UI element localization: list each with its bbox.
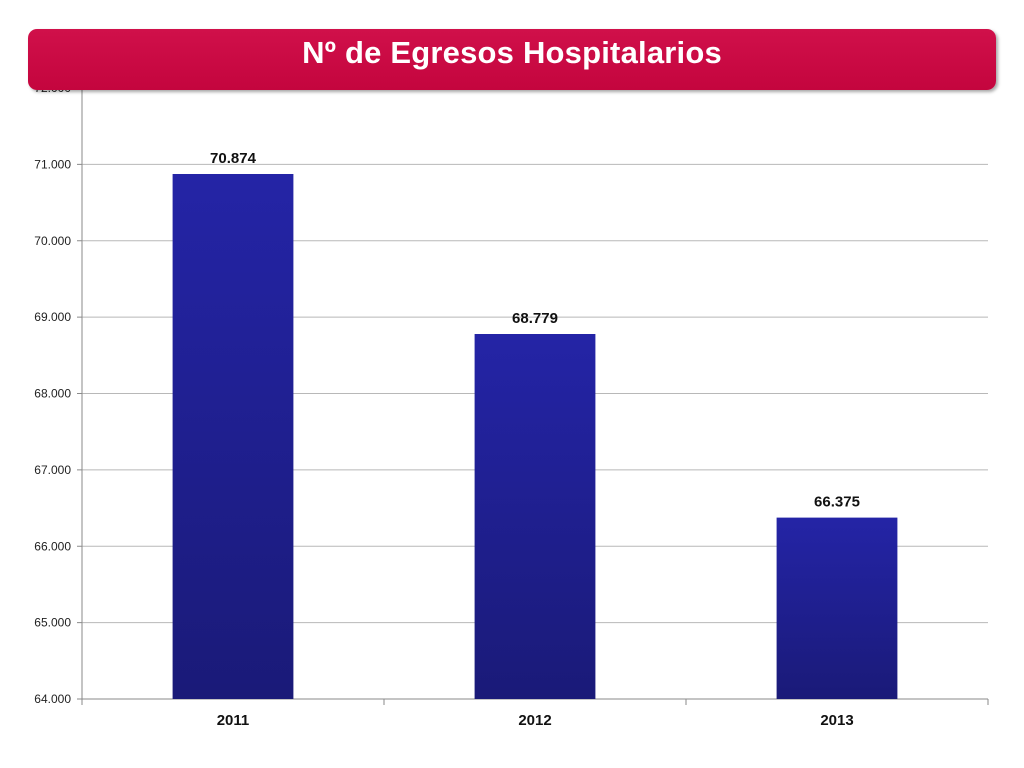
bar-2013 <box>776 517 898 699</box>
y-tick-label: 71.000 <box>34 157 71 171</box>
data-label-2013: 66.375 <box>814 494 860 511</box>
category-label-2011: 2011 <box>217 712 250 729</box>
chart-title: Nº de Egresos Hospitalarios <box>302 34 722 70</box>
bar-2012 <box>474 334 596 699</box>
data-label-2011: 70.874 <box>210 150 257 167</box>
data-label-2012: 68.779 <box>512 310 558 327</box>
x-axis-category-labels: 2011 2012 2013 <box>217 712 854 729</box>
title-banner: Nº de Egresos Hospitalarios <box>28 29 996 90</box>
y-tick-label: 67.000 <box>34 463 71 477</box>
bar-2011 <box>172 173 294 700</box>
y-tick-label: 68.000 <box>34 387 71 401</box>
y-tick-label: 66.000 <box>34 539 71 553</box>
y-tick-label: 69.000 <box>34 310 71 324</box>
data-labels: 70.874 68.779 66.375 <box>210 150 860 511</box>
category-label-2013: 2013 <box>820 712 853 729</box>
category-label-2012: 2012 <box>518 712 551 729</box>
y-tick-label: 65.000 <box>34 616 71 630</box>
y-tick-label: 70.000 <box>34 234 71 248</box>
bars <box>172 173 898 700</box>
y-axis-tick-labels: 64.000 65.000 66.000 67.000 68.000 69.000 70.0… <box>34 81 71 706</box>
y-tick-label: 64.000 <box>34 692 71 706</box>
